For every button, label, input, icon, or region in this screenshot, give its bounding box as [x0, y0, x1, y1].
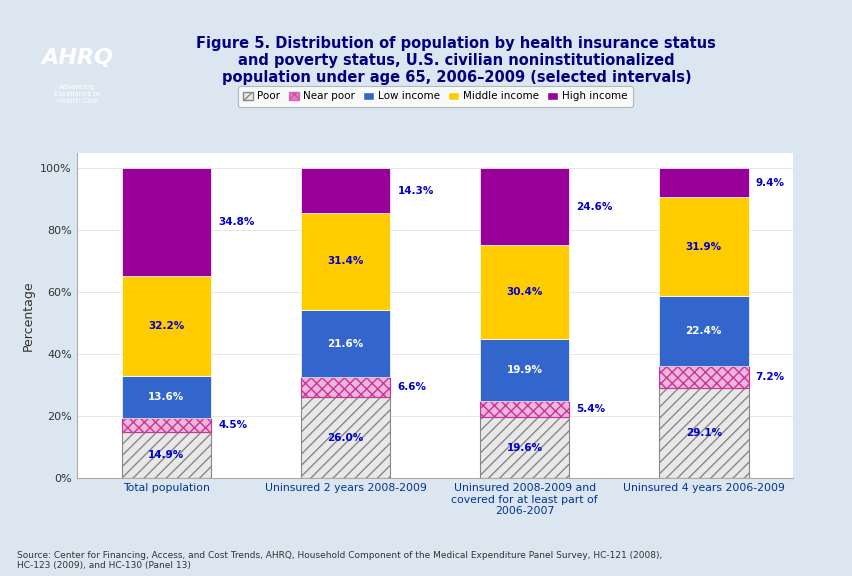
Text: 22.4%: 22.4%: [685, 326, 721, 336]
Bar: [658, 366, 748, 388]
Text: 4.5%: 4.5%: [218, 420, 247, 430]
Text: 24.6%: 24.6%: [576, 202, 613, 211]
Bar: [121, 168, 210, 276]
Text: Figure 5. Distribution of population by health insurance status
and poverty stat: Figure 5. Distribution of population by …: [196, 36, 716, 85]
Text: 14.3%: 14.3%: [397, 185, 434, 196]
Bar: [479, 245, 569, 339]
Text: Advancing
Excellence in
Health Care: Advancing Excellence in Health Care: [55, 84, 101, 104]
Bar: [121, 432, 210, 478]
Text: 26.0%: 26.0%: [327, 433, 363, 443]
Bar: [658, 168, 748, 197]
Text: 19.6%: 19.6%: [506, 443, 542, 453]
Text: 14.9%: 14.9%: [148, 450, 184, 460]
Text: 6.6%: 6.6%: [397, 382, 426, 392]
Bar: [658, 197, 748, 296]
Bar: [121, 418, 210, 432]
Text: 34.8%: 34.8%: [218, 217, 255, 227]
Text: 29.1%: 29.1%: [685, 428, 721, 438]
Text: 31.4%: 31.4%: [327, 256, 363, 267]
Text: 9.4%: 9.4%: [755, 178, 784, 188]
Bar: [300, 377, 389, 397]
Bar: [121, 376, 210, 418]
Text: Source: Center for Financing, Access, and Cost Trends, AHRQ, Household Component: Source: Center for Financing, Access, an…: [17, 551, 661, 570]
Bar: [479, 400, 569, 418]
Bar: [658, 296, 748, 366]
Bar: [658, 388, 748, 478]
Bar: [300, 377, 389, 397]
Y-axis label: Percentage: Percentage: [21, 280, 35, 351]
Bar: [300, 168, 389, 213]
Text: 31.9%: 31.9%: [685, 242, 721, 252]
Text: 19.9%: 19.9%: [506, 365, 542, 375]
Bar: [479, 168, 569, 245]
Text: AHRQ: AHRQ: [42, 48, 113, 68]
Legend: Poor, Near poor, Low income, Middle income, High income: Poor, Near poor, Low income, Middle inco…: [237, 86, 632, 107]
Text: 13.6%: 13.6%: [148, 392, 184, 402]
Bar: [479, 339, 569, 400]
Text: 32.2%: 32.2%: [148, 321, 184, 331]
Bar: [300, 213, 389, 310]
Bar: [121, 418, 210, 432]
Bar: [479, 418, 569, 478]
Text: 21.6%: 21.6%: [327, 339, 363, 348]
Bar: [479, 400, 569, 418]
Bar: [300, 397, 389, 478]
Text: 30.4%: 30.4%: [506, 287, 542, 297]
Bar: [658, 366, 748, 388]
Text: 5.4%: 5.4%: [576, 404, 605, 414]
Text: 7.2%: 7.2%: [755, 372, 784, 382]
Bar: [121, 276, 210, 376]
Bar: [300, 310, 389, 377]
